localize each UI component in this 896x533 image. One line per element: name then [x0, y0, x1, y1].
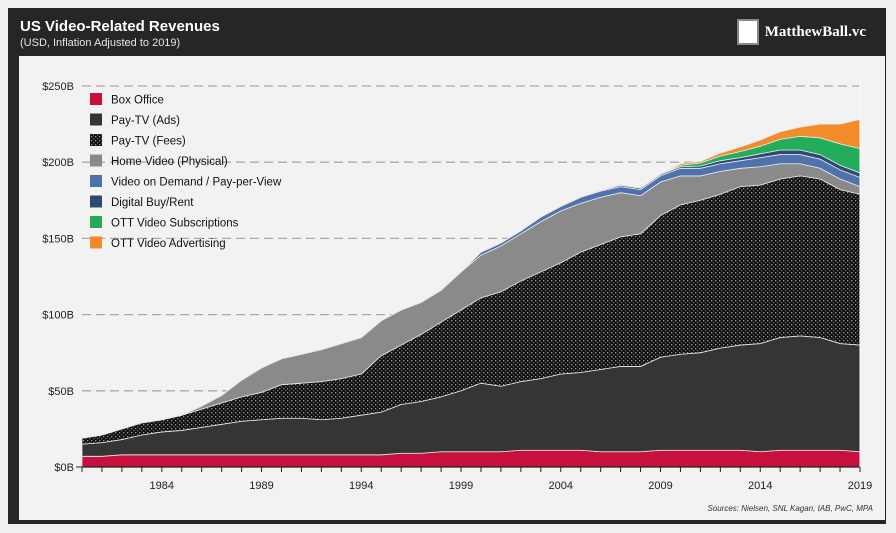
logo-text: MatthewBall.vc — [764, 23, 866, 40]
legend-swatch — [90, 175, 102, 187]
y-tick-label: $50B — [48, 386, 74, 398]
x-tick-label: 1989 — [249, 480, 273, 492]
x-tick-label: 2014 — [748, 480, 772, 492]
chart-title: US Video-Related Revenues — [20, 18, 220, 35]
legend-swatch — [90, 195, 102, 208]
x-tick-label: 1984 — [150, 480, 174, 492]
legend-swatch — [90, 113, 102, 126]
x-tick-label: 1999 — [449, 480, 473, 492]
legend-label: Pay-TV (Fees) — [111, 136, 186, 148]
y-tick-label: $150B — [42, 233, 74, 245]
legend-label: Video on Demand / Pay-per-View — [111, 177, 282, 189]
legend-swatch — [90, 154, 102, 167]
legend-label: OTT Video Subscriptions — [111, 218, 239, 230]
legend-label: Pay-TV (Ads) — [111, 115, 180, 127]
y-tick-label: $200B — [42, 157, 74, 169]
legend-label: OTT Video Advertising — [111, 238, 226, 250]
x-tick-label: 2019 — [848, 480, 872, 492]
legend-label: Digital Buy/Rent — [111, 197, 194, 209]
chart-frame: US Video-Related Revenues (USD, Inflatio… — [8, 8, 886, 524]
legend-label: Home Video (Physical) — [111, 156, 228, 168]
x-tick-label: 1994 — [349, 480, 373, 492]
y-tick-label: $100B — [42, 310, 74, 322]
legend-swatch — [90, 216, 102, 228]
chart-panel: $0B $50B $100B $150B $200B $250B 1984 1989 1994 1… — [19, 56, 885, 520]
legend-swatch — [90, 236, 102, 249]
y-tick-label: $250B — [42, 81, 74, 93]
source-note: Sources: Nielsen, SNL Kagan, IAB, PwC, M… — [707, 504, 873, 513]
legend-swatch — [90, 134, 102, 146]
legend-swatch — [90, 93, 102, 105]
x-tick-label: 2009 — [648, 480, 672, 492]
logo: MatthewBall.vc — [736, 19, 866, 45]
logo-icon — [736, 19, 759, 45]
stacked-area-chart: $0B $50B $100B $150B $200B $250B 1984 1989 1994 1… — [42, 81, 872, 492]
legend-label: Box Office — [111, 95, 164, 107]
chart-subtitle: (USD, Inflation Adjusted to 2019) — [20, 37, 181, 49]
y-tick-label: $0B — [54, 462, 74, 474]
x-tick-label: 2004 — [549, 480, 573, 492]
